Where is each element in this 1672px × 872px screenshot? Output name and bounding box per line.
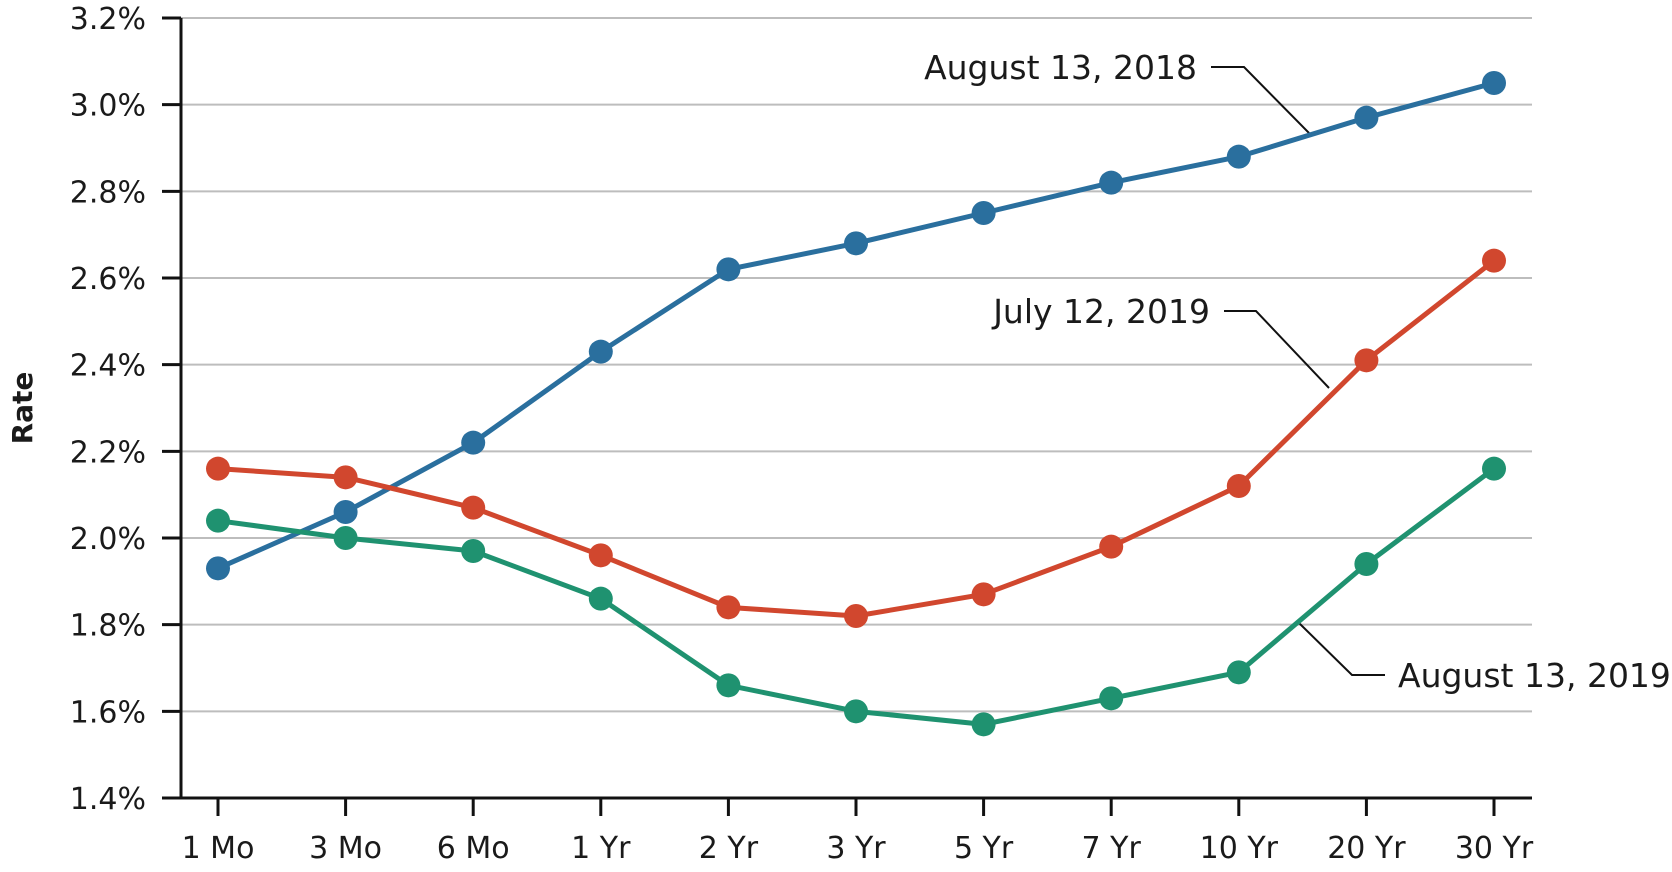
x-tick-label: 20 Yr — [1327, 831, 1406, 866]
y-tick-label: 1.4% — [70, 782, 146, 817]
x-tick-label: 2 Yr — [699, 831, 759, 866]
data-point — [333, 526, 358, 550]
x-tick-label: 1 Mo — [182, 831, 255, 866]
series-lines — [206, 71, 1506, 737]
series-line — [217, 258, 1496, 619]
data-point — [206, 456, 230, 481]
y-tick-label: 2.0% — [70, 522, 146, 557]
data-point — [206, 556, 230, 581]
data-point — [1099, 170, 1124, 195]
data-point — [716, 673, 741, 698]
series-2 — [206, 248, 1506, 628]
data-point — [1482, 248, 1506, 273]
y-tick-label: 2.8% — [70, 175, 146, 210]
y-tick-label: 2.2% — [70, 435, 146, 470]
series-line — [217, 466, 1496, 727]
y-tick-label: 2.4% — [70, 349, 146, 384]
data-point — [1099, 686, 1124, 711]
x-tick-label: 5 Yr — [954, 831, 1014, 866]
data-point — [1354, 552, 1379, 576]
data-point — [588, 543, 613, 568]
x-tick-label: 1 Yr — [571, 831, 631, 866]
data-point — [716, 257, 741, 282]
series-label-leader — [1298, 622, 1385, 676]
x-tick-label: 30 Yr — [1455, 831, 1534, 866]
data-point — [971, 582, 996, 607]
y-tick-label: 2.6% — [70, 262, 146, 297]
series-line — [216, 80, 1495, 571]
data-point — [1226, 474, 1251, 498]
data-point — [1354, 105, 1379, 130]
series-label: July 12, 2019 — [991, 292, 1210, 331]
series-label: August 13, 2018 — [924, 48, 1197, 87]
x-axis-ticks: 1 Mo 3 Mo 6 Mo 1 Yr 2 Yr 3 Yr 5 Yr 7 Yr 10 Yr 20 … — [182, 798, 1534, 866]
x-tick-label: 3 Mo — [309, 831, 382, 866]
y-tick-label: 1.8% — [70, 609, 146, 644]
data-point — [588, 586, 613, 611]
data-point — [333, 500, 358, 524]
series-label-leader — [1211, 66, 1310, 134]
data-point — [1482, 456, 1506, 481]
data-point — [206, 508, 230, 533]
data-point — [1482, 71, 1506, 95]
data-point — [461, 430, 486, 455]
data-point — [844, 699, 868, 724]
data-point — [461, 539, 486, 563]
series-label: August 13, 2019 — [1398, 656, 1671, 695]
series-label-leader — [1224, 310, 1330, 389]
data-point — [844, 231, 868, 256]
data-point — [1099, 534, 1124, 559]
y-tick-label: 1.6% — [70, 695, 146, 730]
gridlines — [181, 17, 1532, 713]
axes — [179, 18, 1532, 800]
data-point — [844, 604, 868, 628]
data-point — [716, 595, 741, 620]
series-label-leaders — [1211, 66, 1385, 676]
data-point — [1354, 348, 1379, 373]
series-labels: August 13, 2018 July 12, 2019 August 13, 2… — [924, 48, 1671, 695]
x-tick-label: 3 Yr — [826, 831, 886, 866]
data-point — [971, 712, 996, 737]
data-point — [588, 339, 613, 364]
data-point — [1226, 660, 1251, 685]
y-tick-label: 3.2% — [70, 2, 146, 37]
y-tick-label: 3.0% — [70, 89, 146, 124]
data-point — [333, 465, 358, 490]
data-point — [971, 201, 996, 225]
x-tick-label: 6 Mo — [437, 831, 510, 866]
y-axis-title: Rate — [6, 372, 39, 445]
series-1 — [206, 71, 1506, 581]
x-tick-label: 7 Yr — [1082, 831, 1142, 866]
series-3 — [206, 456, 1506, 737]
data-point — [1226, 144, 1251, 169]
data-point — [461, 495, 486, 520]
y-axis-ticks: 1.4% 1.6% 1.8% 2.0% 2.2% 2.4% 2.6% 2.8% 3.0% 3.2% — [70, 2, 181, 817]
x-tick-label: 10 Yr — [1200, 831, 1279, 866]
